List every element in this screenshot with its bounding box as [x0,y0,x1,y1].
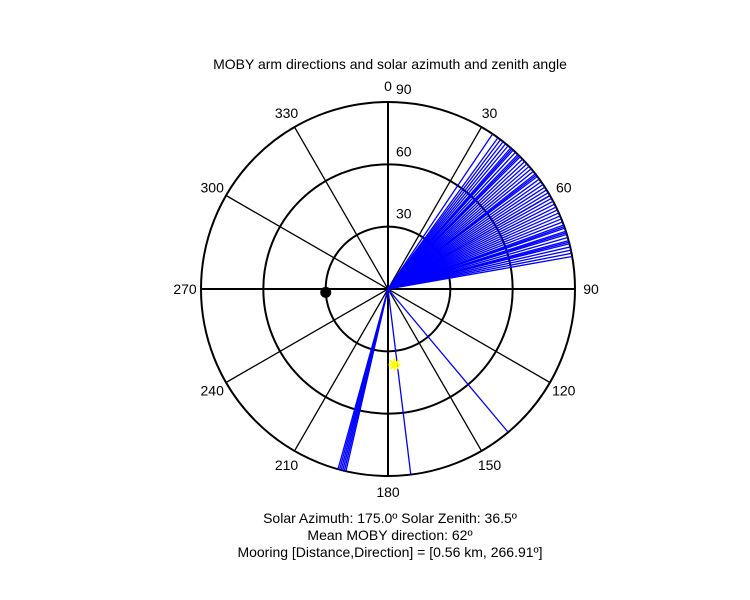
angle-tick-label: 150 [478,457,502,473]
angle-tick-label: 30 [482,105,498,121]
arm-direction-line [337,288,389,470]
angle-tick-label: 270 [173,281,197,297]
angle-tick-label: 300 [201,180,225,196]
sun-marker [388,358,401,371]
radial-tick-label: 60 [396,143,412,159]
solar-caption: Solar Azimuth: 175.0º Solar Zenith: 36.5… [263,510,517,526]
arm-direction-line [387,288,509,433]
angle-tick-label: 120 [552,383,576,399]
arm-direction-line [387,255,573,290]
angle-tick-label: 90 [583,281,599,297]
mooring-marker [320,286,332,298]
angle-tick-label: 0 [384,78,392,94]
arm-direction-line [387,133,494,290]
angle-tick-label: 240 [201,383,225,399]
angle-tick-label: 330 [275,105,299,121]
angle-tick-label: 210 [275,457,299,473]
radial-tick-label: 90 [396,81,412,97]
chart-title: MOBY arm directions and solar azimuth an… [213,56,567,72]
mooring-caption: Mooring [Distance,Direction] = [0.56 km,… [237,544,543,560]
angle-tick-label: 180 [376,484,400,500]
angle-tick-label: 60 [556,180,572,196]
radial-tick-label: 30 [396,206,412,222]
mean-direction-caption: Mean MOBY direction: 62º [307,527,473,543]
arm-direction-line [387,288,412,475]
